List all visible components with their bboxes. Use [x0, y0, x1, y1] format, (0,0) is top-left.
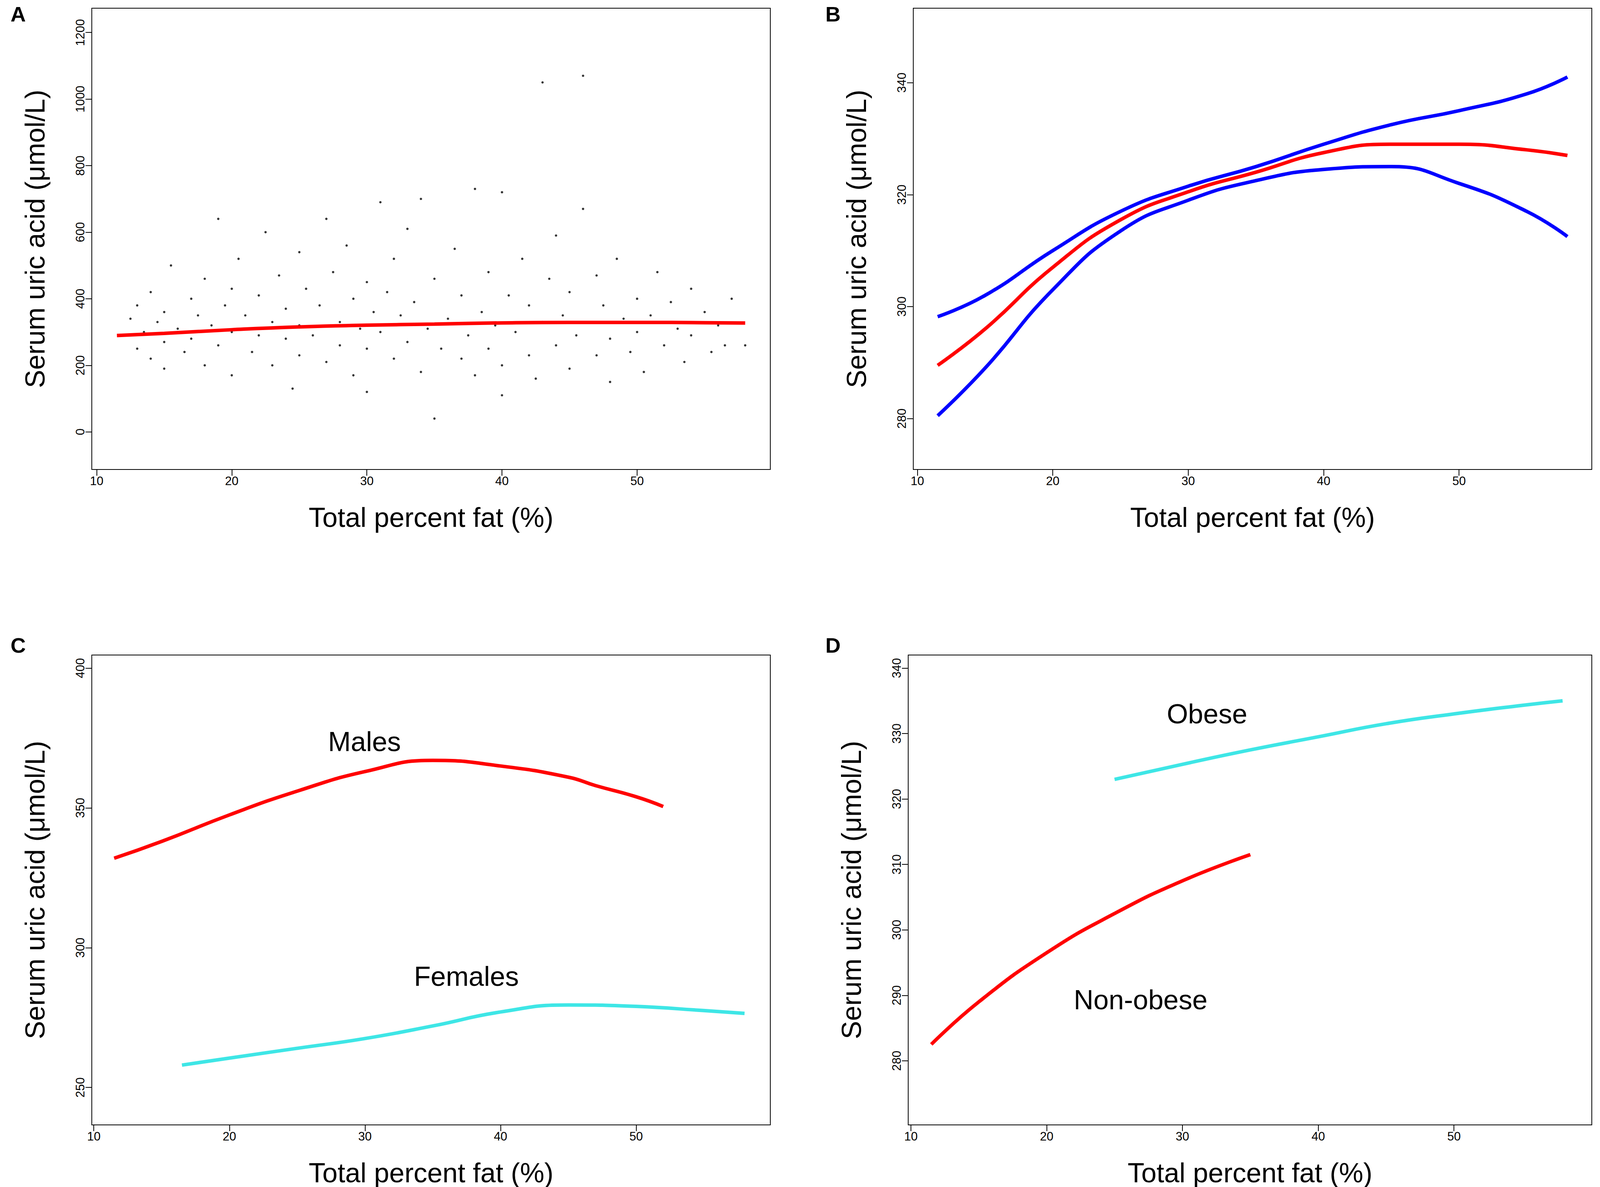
- svg-text:50: 50: [629, 1129, 643, 1144]
- svg-text:B: B: [825, 2, 841, 26]
- svg-text:Females: Females: [414, 961, 519, 992]
- svg-text:320: 320: [894, 184, 909, 205]
- svg-text:10: 10: [910, 474, 924, 488]
- svg-text:250: 250: [73, 1077, 88, 1098]
- svg-text:0: 0: [73, 428, 88, 436]
- svg-text:Males: Males: [328, 726, 402, 758]
- svg-text:Serum uric acid (μmol/L): Serum uric acid (μmol/L): [19, 89, 51, 389]
- svg-text:40: 40: [495, 474, 509, 488]
- svg-text:340: 340: [894, 72, 909, 93]
- svg-text:600: 600: [73, 222, 88, 243]
- svg-text:280: 280: [889, 1050, 904, 1072]
- svg-text:Serum uric acid (μmol/L): Serum uric acid (μmol/L): [841, 89, 872, 389]
- svg-text:50: 50: [1447, 1129, 1461, 1144]
- svg-text:290: 290: [889, 985, 904, 1006]
- svg-text:200: 200: [73, 355, 88, 376]
- svg-text:800: 800: [73, 155, 88, 176]
- svg-text:400: 400: [73, 288, 88, 309]
- svg-text:350: 350: [73, 798, 88, 819]
- svg-text:10: 10: [904, 1129, 918, 1144]
- svg-text:30: 30: [1181, 474, 1195, 488]
- svg-text:20: 20: [222, 1129, 236, 1144]
- svg-text:20: 20: [1046, 474, 1060, 488]
- svg-text:Total percent fat (%): Total percent fat (%): [308, 502, 554, 533]
- svg-text:Total percent fat (%): Total percent fat (%): [308, 1157, 554, 1187]
- svg-text:30: 30: [358, 1129, 372, 1144]
- svg-text:30: 30: [360, 474, 374, 488]
- svg-text:320: 320: [889, 789, 904, 810]
- svg-text:1200: 1200: [73, 19, 88, 47]
- svg-text:20: 20: [1039, 1129, 1054, 1144]
- svg-text:300: 300: [889, 919, 904, 941]
- svg-text:40: 40: [1311, 1129, 1325, 1144]
- svg-text:40: 40: [1316, 474, 1331, 488]
- svg-text:300: 300: [894, 296, 909, 317]
- svg-text:20: 20: [225, 474, 239, 488]
- svg-text:340: 340: [889, 658, 904, 679]
- svg-text:A: A: [10, 2, 26, 26]
- svg-text:330: 330: [889, 723, 904, 744]
- svg-text:1000: 1000: [73, 85, 88, 113]
- svg-text:400: 400: [73, 658, 88, 679]
- svg-text:Serum uric acid (μmol/L): Serum uric acid (μmol/L): [19, 741, 51, 1040]
- svg-text:Total percent fat (%): Total percent fat (%): [1127, 1157, 1373, 1187]
- svg-text:Serum uric acid (μmol/L): Serum uric acid (μmol/L): [836, 741, 867, 1040]
- svg-text:30: 30: [1175, 1129, 1190, 1144]
- svg-text:10: 10: [89, 474, 104, 488]
- svg-text:Obese: Obese: [1166, 698, 1248, 730]
- svg-text:Non-obese: Non-obese: [1073, 984, 1208, 1016]
- svg-text:Total percent fat (%): Total percent fat (%): [1130, 502, 1375, 533]
- svg-text:10: 10: [87, 1129, 101, 1144]
- svg-text:40: 40: [493, 1129, 508, 1144]
- svg-text:50: 50: [630, 474, 644, 488]
- svg-text:310: 310: [889, 854, 904, 875]
- svg-text:D: D: [825, 633, 841, 658]
- svg-text:300: 300: [73, 937, 88, 958]
- svg-text:280: 280: [894, 408, 909, 429]
- svg-text:50: 50: [1452, 474, 1466, 488]
- svg-text:C: C: [10, 633, 26, 658]
